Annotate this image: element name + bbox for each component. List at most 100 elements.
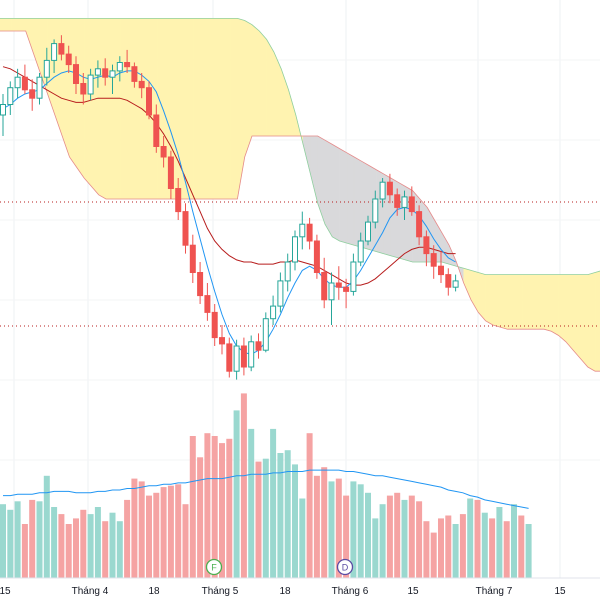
cloud-segment <box>288 89 297 137</box>
volume-bar <box>357 484 364 578</box>
volume-bar <box>335 478 342 578</box>
candle-body <box>131 66 138 82</box>
candle-body <box>204 295 211 313</box>
cloud-segment <box>324 139 333 238</box>
candle <box>29 79 36 111</box>
candle <box>328 272 335 325</box>
cloud-segment <box>339 148 348 244</box>
candle-body <box>211 311 218 339</box>
candle <box>204 283 211 321</box>
candle <box>438 251 444 283</box>
volume-bar <box>109 512 116 578</box>
candle <box>357 232 364 267</box>
volume-bar <box>503 521 510 578</box>
volume-bar <box>408 495 415 578</box>
candle-body <box>343 286 350 292</box>
candle-body <box>153 114 160 147</box>
volume-bar <box>51 507 58 578</box>
cloud-segment <box>536 274 545 330</box>
candle-body <box>87 74 94 95</box>
candle-body <box>335 282 342 288</box>
cloud-segment <box>529 274 537 330</box>
candle-body <box>240 345 247 368</box>
candle-body <box>416 211 423 238</box>
volume-bar <box>430 532 437 578</box>
volume-bar <box>240 393 247 578</box>
x-axis: 15 Tháng 4 18 Tháng 5 18 Tháng 6 15 Tháng 7 15 <box>0 577 600 597</box>
candle <box>416 205 423 246</box>
x-tick-label: Tháng 5 <box>202 586 239 597</box>
cloud-segment <box>521 274 530 330</box>
candle-body <box>445 274 452 288</box>
candle <box>0 94 6 136</box>
candle-body <box>58 43 65 55</box>
candle-body <box>109 70 116 78</box>
candle <box>7 81 14 115</box>
cloud-segment <box>215 18 224 200</box>
candle-body <box>116 62 123 72</box>
candle-body <box>146 87 152 116</box>
cloud-segment <box>266 38 275 137</box>
cloud-segment <box>507 274 516 330</box>
candle-body <box>430 253 437 267</box>
candle <box>146 81 152 120</box>
volume-bar <box>197 457 204 578</box>
candle <box>21 64 28 94</box>
x-tick-label: Tháng 4 <box>72 586 109 597</box>
cloud-segment <box>222 18 231 200</box>
volume-bar <box>36 501 43 578</box>
x-tick-label: Tháng 7 <box>476 586 513 597</box>
volume-bar <box>489 518 496 578</box>
candle <box>306 217 313 250</box>
candle-body <box>277 280 284 307</box>
volume-bar <box>138 481 145 578</box>
volume-bar <box>518 515 525 578</box>
cloud-segment <box>514 274 523 330</box>
volume-bar <box>14 501 21 578</box>
volume-bar <box>284 450 291 578</box>
candle-body <box>94 68 101 76</box>
volume-bar <box>306 433 313 578</box>
volume-bar <box>525 524 532 578</box>
volume-bar <box>277 453 284 578</box>
candle <box>138 73 145 99</box>
candle <box>445 268 452 296</box>
candle <box>379 178 386 208</box>
volume-bar <box>255 461 262 578</box>
candle <box>386 173 393 204</box>
candle <box>299 211 306 250</box>
candle-body <box>51 43 58 61</box>
volume-bar <box>73 518 79 578</box>
candle-body <box>248 341 255 368</box>
volume-bar <box>116 521 123 578</box>
cloud-segment <box>229 18 238 200</box>
candle <box>175 178 182 220</box>
candle <box>197 262 204 304</box>
cloud-segment <box>572 274 581 360</box>
cloud-segment <box>244 20 253 158</box>
volume-bar <box>0 504 6 578</box>
candle <box>365 215 371 246</box>
cloud-segment <box>485 274 494 326</box>
cloud-segment <box>259 30 267 137</box>
volume-bar <box>211 436 218 578</box>
volume-bar <box>313 475 320 578</box>
candle <box>182 203 189 254</box>
candle <box>343 278 350 309</box>
volume-bar <box>350 481 357 578</box>
cloud-segment <box>200 18 209 200</box>
event-marker-letter: F <box>211 563 217 573</box>
volume-bar <box>248 428 255 578</box>
cloud-segment <box>61 18 70 158</box>
candle-body <box>284 261 291 282</box>
volume-bar <box>292 464 298 578</box>
candle-body <box>438 265 444 276</box>
volume-bar <box>160 487 167 578</box>
cloud-segment <box>580 274 589 368</box>
volume-bar <box>167 485 174 578</box>
candle <box>255 333 262 359</box>
candle-body <box>21 76 28 91</box>
candle <box>423 230 430 267</box>
volume-bar <box>459 514 466 578</box>
cloud-segment <box>105 18 114 200</box>
